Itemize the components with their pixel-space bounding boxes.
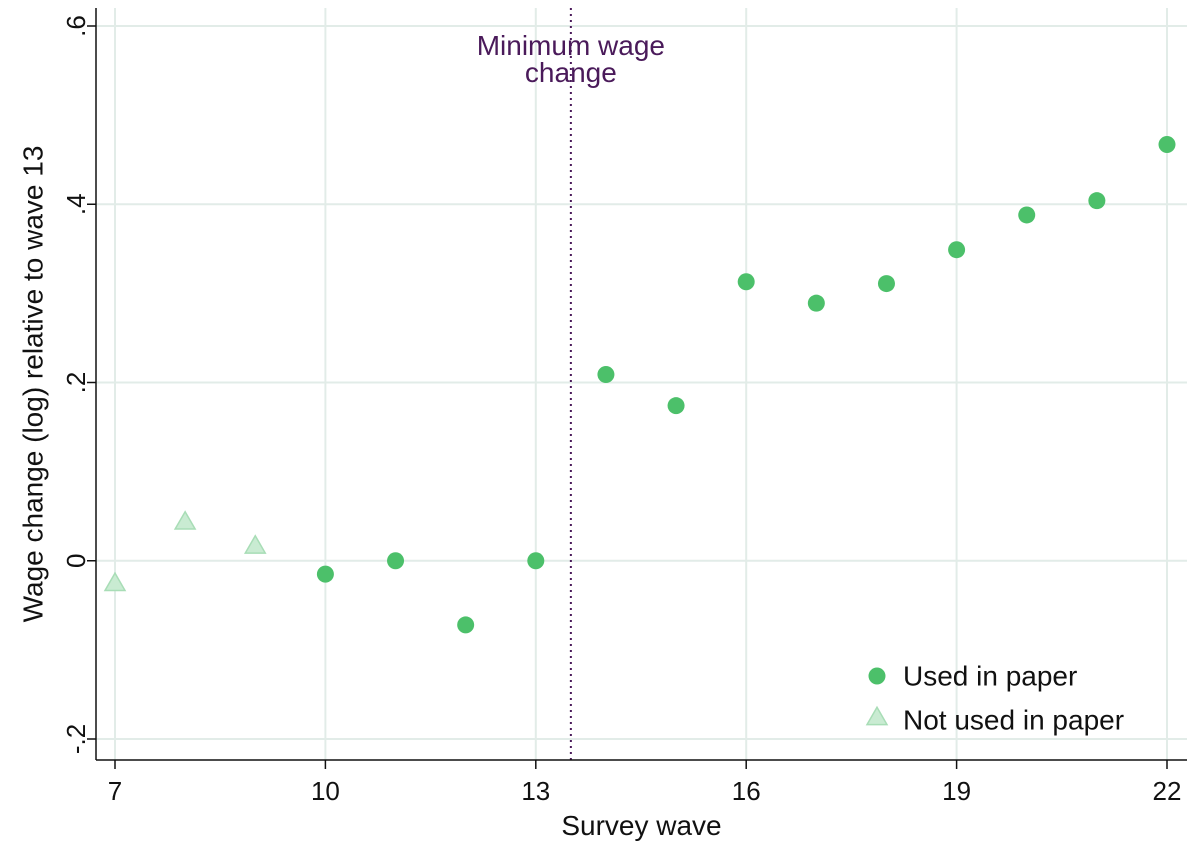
minimum-wage-change-label: Minimum wage change [477, 30, 665, 88]
used-in-paper-point-wave-19 [948, 241, 966, 259]
y-axis-ticks: -.2 0 .2 .4 .6 [61, 15, 96, 754]
x-tick-label-13: 13 [521, 776, 550, 806]
minimum-wage-change-label-line-1: Minimum wage [477, 30, 665, 61]
y-tick-label-.4: .4 [61, 193, 91, 215]
not-used-in-paper-point-wave-7 [103, 571, 127, 592]
used-in-paper-point-wave-17 [807, 294, 825, 312]
x-tick-label-19: 19 [942, 776, 971, 806]
x-axis-ticks: 7 10 13 16 19 22 [108, 760, 1182, 806]
used-in-paper-point-wave-21 [1088, 192, 1106, 210]
data-points [103, 136, 1176, 634]
used-in-paper-point-wave-15 [667, 397, 685, 415]
legend-not-used-in-paper-label: Not used in paper [903, 705, 1124, 736]
not-used-in-paper-point-wave-8 [173, 510, 197, 530]
y-axis-title: Wage change (log) relative to wave 13 [18, 146, 49, 623]
minimum-wage-change-marker: Minimum wage change [477, 8, 665, 760]
y-tick-label-0: 0 [61, 554, 91, 568]
used-in-paper-point-wave-18 [877, 275, 895, 293]
x-tick-label-16: 16 [732, 776, 761, 806]
used-in-paper-point-wave-20 [1018, 206, 1036, 224]
x-tick-label-22: 22 [1153, 776, 1182, 806]
y-tick-label--.2: -.2 [61, 724, 91, 754]
used-in-paper-point-wave-22 [1158, 136, 1176, 154]
axes: 7 10 13 16 19 22 -.2 0 .2 .4 .6 Survey wave Wage … [18, 8, 1187, 841]
used-in-paper-point-wave-11 [387, 552, 405, 570]
used-in-paper-point-wave-16 [737, 273, 755, 291]
legend-used-in-paper-label: Used in paper [903, 661, 1077, 692]
grid-lines [96, 8, 1187, 760]
x-tick-label-10: 10 [311, 776, 340, 806]
used-in-paper-point-wave-10 [316, 565, 334, 583]
used-in-paper-point-wave-14 [597, 365, 615, 383]
x-tick-label-7: 7 [108, 776, 122, 806]
not-used-in-paper-point-wave-9 [243, 534, 267, 554]
minimum-wage-change-label-line-2: change [525, 57, 617, 88]
legend-used-in-paper-marker [868, 667, 886, 685]
used-in-paper-point-wave-13 [527, 552, 545, 570]
y-tick-label-.2: .2 [61, 372, 91, 394]
x-axis-title: Survey wave [561, 810, 721, 841]
legend-not-used-in-paper-marker [865, 705, 889, 726]
y-tick-label-.6: .6 [61, 15, 91, 37]
used-in-paper-point-wave-12 [457, 616, 475, 634]
legend: Used in paper Not used in paper [865, 661, 1124, 736]
